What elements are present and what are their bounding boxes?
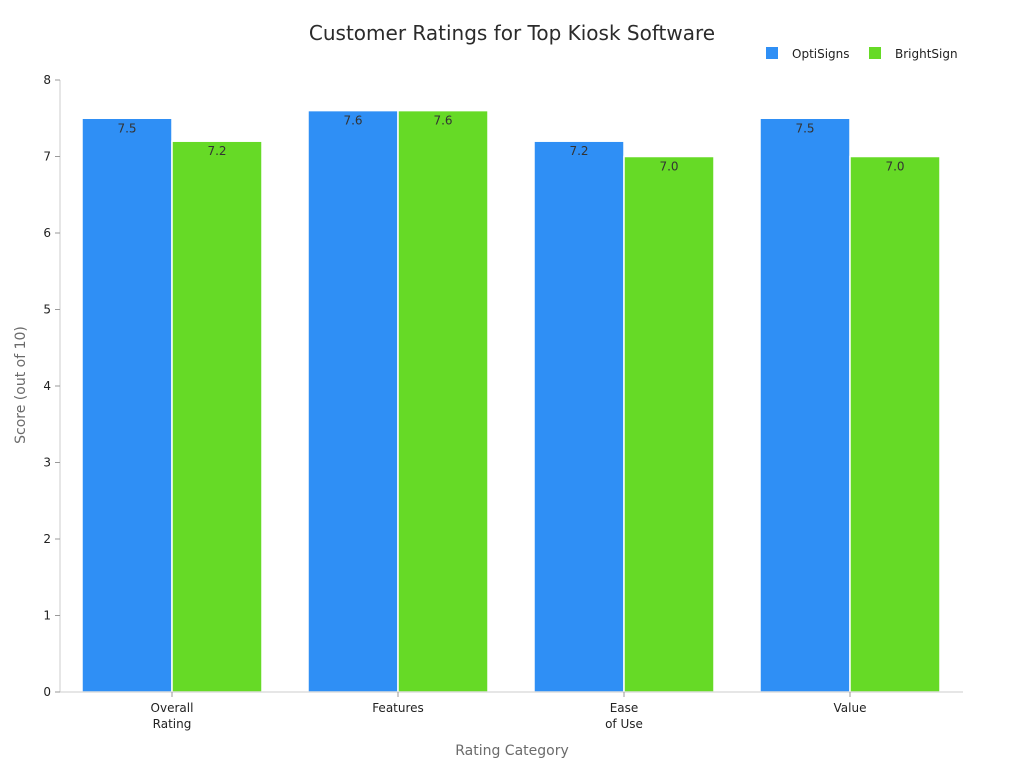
- data-label: 7.0: [659, 160, 678, 174]
- data-label: 7.0: [885, 160, 904, 174]
- legend: OptiSigns BrightSign: [766, 47, 958, 61]
- bar-optisigns-1: [307, 109, 399, 693]
- legend-swatch-brightsign: [869, 47, 881, 59]
- bar-brightsign-2: [623, 155, 715, 693]
- bar-optisigns-3: [759, 117, 851, 693]
- data-label: 7.6: [433, 114, 452, 128]
- x-tick-label: Features: [372, 701, 424, 715]
- x-tick-label-line: Value: [834, 701, 867, 715]
- bars-group: [81, 109, 941, 693]
- legend-label-optisigns: OptiSigns: [792, 47, 850, 61]
- legend-label-brightsign: BrightSign: [895, 47, 958, 61]
- data-label: 7.2: [207, 144, 226, 158]
- bar-optisigns-2: [533, 140, 625, 693]
- x-tick-label-line: Features: [372, 701, 424, 715]
- data-label: 7.5: [117, 121, 136, 135]
- x-tick-label: Ease of Use: [605, 701, 643, 731]
- x-axis-label: Rating Category: [455, 743, 569, 759]
- bar-brightsign-3: [849, 155, 941, 693]
- y-tick-label: 7: [43, 150, 51, 164]
- y-tick-label: 4: [43, 379, 51, 393]
- x-tick-label: Value: [834, 701, 867, 715]
- data-labels-group: 7.5 7.2 7.6 7.6 7.2 7.0 7.5 7.0: [117, 114, 904, 174]
- y-axis-label: Score (out of 10): [13, 326, 29, 444]
- y-tick-label: 6: [43, 226, 51, 240]
- x-axis: Overall Rating Features Ease of Use Value: [60, 691, 963, 731]
- x-tick-label-line: of Use: [605, 717, 643, 731]
- y-axis: 0 1 2 3 4 5 6 7 8: [43, 73, 61, 699]
- bar-optisigns-0: [81, 117, 173, 693]
- data-label: 7.2: [569, 144, 588, 158]
- y-tick-label: 1: [43, 609, 51, 623]
- data-label: 7.5: [795, 121, 814, 135]
- y-tick-label: 0: [43, 685, 51, 699]
- y-tick-label: 5: [43, 303, 51, 317]
- y-tick-label: 3: [43, 456, 51, 470]
- legend-swatch-optisigns: [766, 47, 778, 59]
- data-label: 7.6: [343, 114, 362, 128]
- bar-brightsign-1: [397, 109, 489, 693]
- y-tick-label: 2: [43, 532, 51, 546]
- y-tick-label: 8: [43, 73, 51, 87]
- x-tick-label: Overall Rating: [151, 701, 194, 731]
- x-tick-label-line: Rating: [153, 717, 192, 731]
- bar-brightsign-0: [171, 140, 263, 693]
- chart-title: Customer Ratings for Top Kiosk Software: [309, 21, 715, 45]
- x-tick-label-line: Ease: [610, 701, 639, 715]
- x-tick-label-line: Overall: [151, 701, 194, 715]
